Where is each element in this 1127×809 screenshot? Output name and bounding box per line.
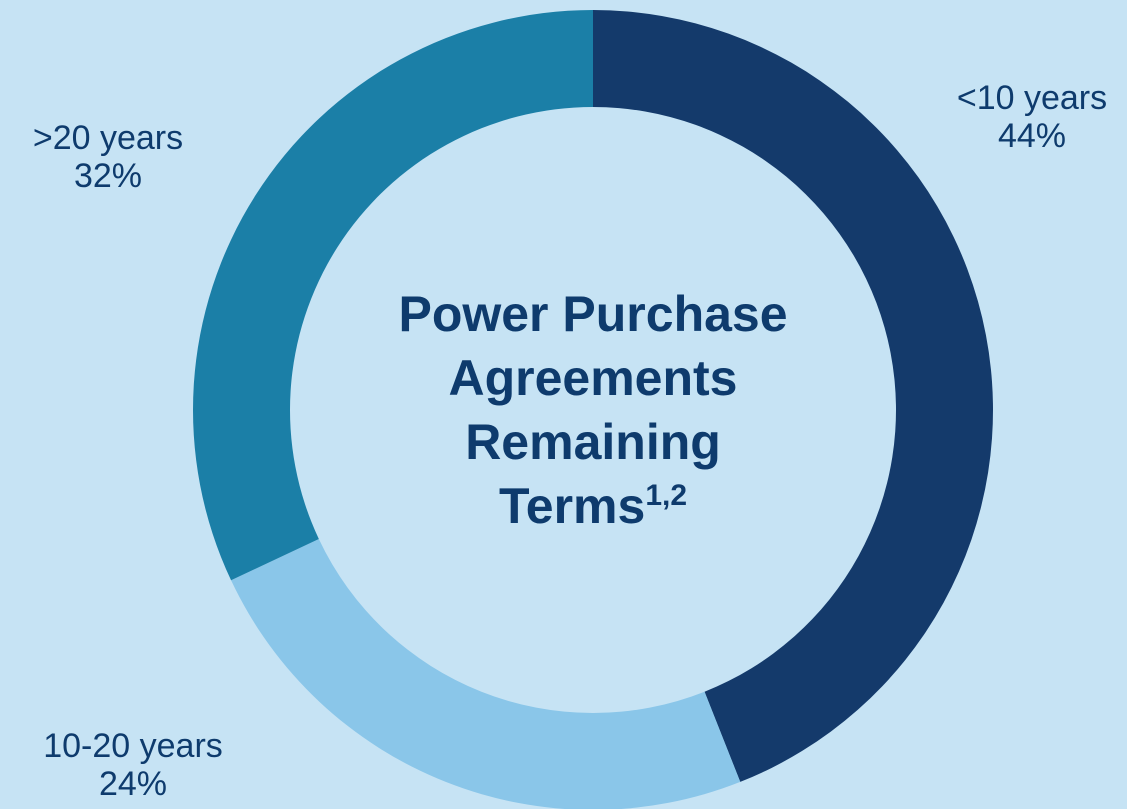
segment-label: <10 years bbox=[957, 79, 1107, 117]
donut-segment bbox=[231, 539, 741, 809]
title-text: Power Purchase bbox=[398, 286, 788, 342]
title-text: Agreements bbox=[448, 350, 738, 406]
donut-segment bbox=[593, 10, 993, 782]
donut-segment bbox=[193, 10, 594, 581]
title-line: Terms1,2 bbox=[343, 474, 843, 538]
title-line: Power Purchase bbox=[343, 282, 843, 346]
title-text: Terms bbox=[498, 478, 646, 534]
title-superscript: 1,2 bbox=[645, 479, 688, 512]
segment-value-label: 24% bbox=[99, 765, 167, 803]
segment-value-label: 44% bbox=[998, 117, 1066, 155]
chart-title: Power Purchase Agreements Remaining Terms1,… bbox=[343, 282, 843, 538]
title-line: Remaining bbox=[343, 410, 843, 474]
segment-label: >20 years bbox=[33, 119, 183, 157]
segment-label: 10-20 years bbox=[43, 727, 223, 765]
segment-value-label: 32% bbox=[74, 157, 142, 195]
title-line: Agreements bbox=[343, 346, 843, 410]
title-text: Remaining bbox=[465, 414, 721, 470]
